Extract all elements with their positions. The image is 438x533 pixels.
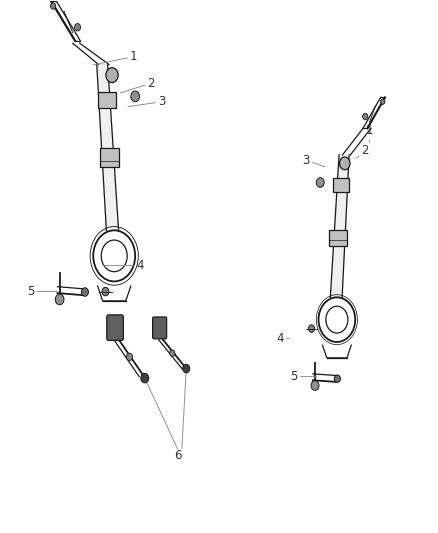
Circle shape <box>50 3 56 9</box>
Text: 5: 5 <box>27 285 57 298</box>
Bar <box>98 92 116 108</box>
FancyBboxPatch shape <box>107 315 124 341</box>
Text: 2: 2 <box>356 144 369 158</box>
Circle shape <box>102 287 109 296</box>
Circle shape <box>141 373 149 383</box>
Text: 1: 1 <box>93 50 138 65</box>
FancyBboxPatch shape <box>152 317 166 339</box>
Polygon shape <box>330 155 349 297</box>
Circle shape <box>308 325 314 332</box>
Circle shape <box>363 114 368 120</box>
Text: 4: 4 <box>276 332 290 345</box>
Text: 4: 4 <box>103 259 144 272</box>
Bar <box>100 148 120 167</box>
Circle shape <box>381 99 385 104</box>
Bar <box>332 177 349 191</box>
Polygon shape <box>97 64 119 230</box>
Text: 5: 5 <box>290 370 317 383</box>
Circle shape <box>334 375 340 382</box>
Bar <box>329 230 347 246</box>
Circle shape <box>106 68 118 83</box>
Text: 2: 2 <box>120 77 155 93</box>
Circle shape <box>131 91 140 102</box>
Circle shape <box>55 294 64 305</box>
Circle shape <box>74 23 81 31</box>
Text: 3: 3 <box>303 154 325 167</box>
Circle shape <box>183 365 190 373</box>
Text: 1: 1 <box>366 124 373 142</box>
Text: 3: 3 <box>128 95 166 108</box>
Circle shape <box>311 381 319 390</box>
Circle shape <box>81 288 88 296</box>
Circle shape <box>170 350 175 357</box>
Circle shape <box>339 157 350 169</box>
Circle shape <box>127 353 133 361</box>
Circle shape <box>316 177 324 187</box>
Text: 6: 6 <box>174 449 181 462</box>
